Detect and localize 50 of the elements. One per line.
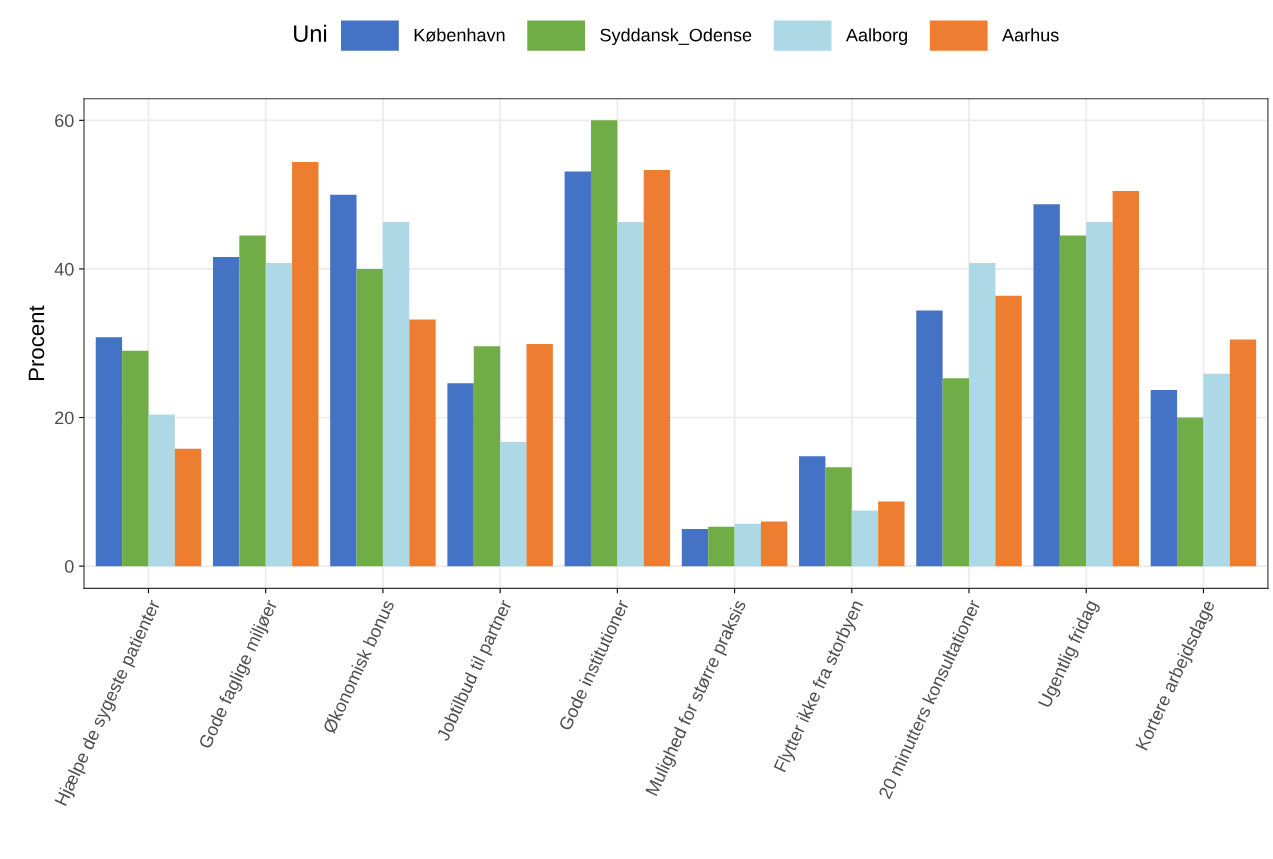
bar: [500, 442, 527, 567]
y-axis-title: Procent: [28, 305, 45, 381]
bar: [95, 337, 123, 567]
bar: [1059, 235, 1087, 567]
bar: [1203, 373, 1230, 567]
bar: [825, 467, 852, 567]
bar: [1229, 339, 1257, 567]
bar: [760, 521, 788, 567]
bar: [526, 343, 553, 567]
bar: [212, 257, 240, 567]
bar: [995, 295, 1022, 567]
bar: [799, 456, 826, 567]
bar: [851, 510, 879, 567]
bar: [356, 268, 383, 567]
bar: [734, 523, 761, 567]
bar: [708, 526, 735, 567]
bar: [292, 161, 319, 567]
bar: [1033, 204, 1060, 567]
bar: [409, 319, 436, 567]
bar: [942, 378, 970, 567]
bar: [265, 262, 293, 567]
bar: [878, 501, 905, 567]
bar: [473, 346, 501, 567]
bar: [174, 448, 202, 567]
bar: [681, 528, 709, 567]
bar: [1177, 417, 1204, 567]
bar: [239, 235, 266, 567]
bar: [447, 383, 474, 567]
legend-label: Aalborg: [845, 28, 908, 46]
y-tick-label: 20: [55, 411, 74, 425]
legend-label: København: [414, 28, 505, 42]
bar: [122, 350, 149, 567]
bar: [1112, 190, 1139, 567]
y-tick-label: 40: [54, 262, 74, 276]
bar: [382, 222, 410, 567]
bar: [1086, 222, 1113, 567]
bar: [564, 171, 591, 567]
y-tick-label: 0: [64, 560, 74, 573]
legend-label: Aarhus: [1002, 28, 1059, 42]
y-tick-label: 60: [55, 114, 74, 128]
legend-label: Syddansk_Odense: [600, 28, 752, 46]
bar: [643, 170, 671, 567]
legend-title: Uni: [294, 24, 327, 42]
bar: [1150, 390, 1178, 567]
bar: [330, 194, 357, 567]
bar: [969, 262, 996, 567]
bar: [916, 310, 943, 567]
bar: [617, 222, 644, 567]
bar: [590, 120, 618, 567]
bar: [148, 414, 175, 567]
